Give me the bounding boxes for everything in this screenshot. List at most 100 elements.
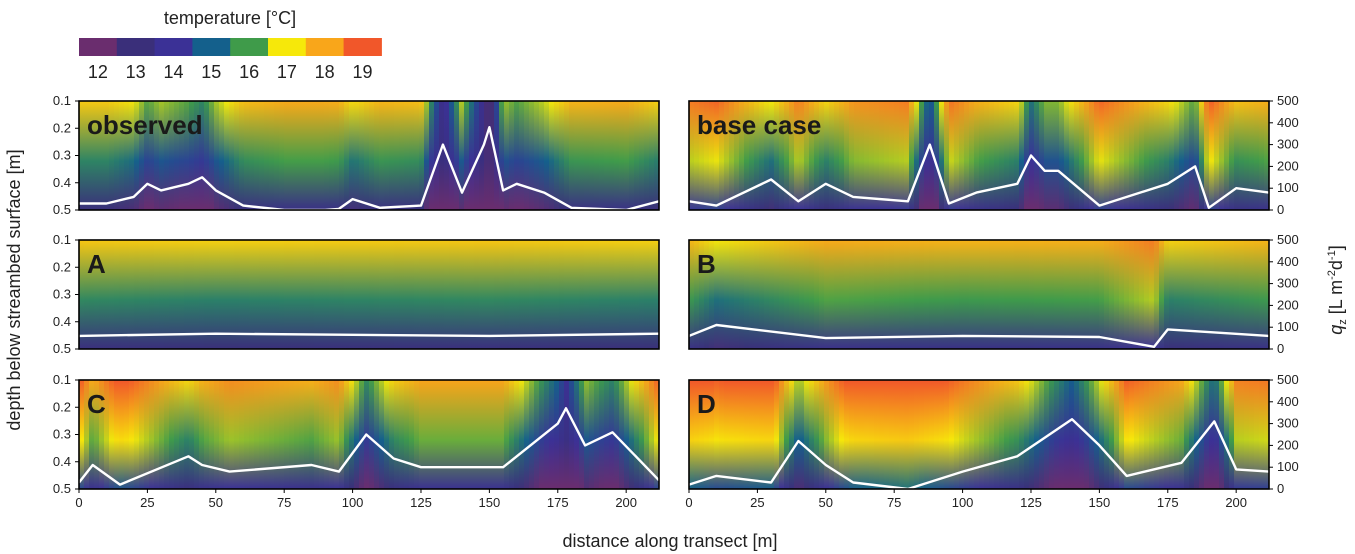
heatmap-cell xyxy=(1244,240,1250,349)
heatmap-cell xyxy=(1084,101,1090,210)
heatmap-cell xyxy=(194,240,200,349)
heatmap-cell xyxy=(1259,380,1265,489)
heatmap-cell xyxy=(109,240,115,349)
heatmap-cell xyxy=(1064,240,1070,349)
heatmap-cell xyxy=(1029,380,1035,489)
heatmap-cell xyxy=(894,380,900,489)
heatmap-cell xyxy=(1064,101,1070,210)
heatmap-cell xyxy=(814,380,820,489)
heatmap-cell xyxy=(1129,380,1135,489)
heatmap-cell xyxy=(969,101,975,210)
heatmap-cell xyxy=(124,380,130,489)
heatmap-cell xyxy=(79,240,85,349)
heatmap-cell xyxy=(1074,240,1080,349)
heatmap-cell xyxy=(834,380,840,489)
heatmap-cell xyxy=(649,380,655,489)
heatmap-cell xyxy=(1104,240,1110,349)
heatmap-cell xyxy=(939,101,945,210)
heatmap-cell xyxy=(739,101,745,210)
colorbar-tick-label: 19 xyxy=(352,62,372,82)
heatmap-cell xyxy=(974,380,980,489)
heatmap-cell xyxy=(294,101,300,210)
heatmap-cell xyxy=(1144,101,1150,210)
heatmap-cell xyxy=(79,380,85,489)
heatmap-cell xyxy=(1024,101,1030,210)
colorbar-title: temperature [°C] xyxy=(164,8,296,28)
heatmap-cell xyxy=(794,380,800,489)
heatmap-cell xyxy=(379,380,385,489)
heatmap-cell xyxy=(724,380,730,489)
heatmap-cell xyxy=(104,101,110,210)
heatmap-cell xyxy=(1009,380,1015,489)
heatmap-cell xyxy=(759,380,765,489)
heatmap-cell xyxy=(1009,101,1015,210)
heatmap-cell xyxy=(99,380,105,489)
heatmap-cell xyxy=(1189,240,1195,349)
heatmap-cell xyxy=(1134,101,1140,210)
heatmap-cell xyxy=(524,240,530,349)
heatmap-cell xyxy=(544,380,550,489)
heatmap-cell xyxy=(759,101,765,210)
heatmap-cell xyxy=(994,240,1000,349)
heatmap-cell xyxy=(1164,380,1170,489)
heatmap-cell xyxy=(984,240,990,349)
heatmap-cell xyxy=(1234,101,1240,210)
heatmap-cell xyxy=(929,101,935,210)
heatmap-cell xyxy=(649,240,655,349)
heatmap-cell xyxy=(509,380,515,489)
heatmap-cell xyxy=(839,380,845,489)
colorbar-tick-label: 17 xyxy=(277,62,297,82)
heatmap-cell xyxy=(969,240,975,349)
x-tick-label: 0 xyxy=(685,495,692,510)
heatmap-cell xyxy=(204,101,210,210)
y-tick-label: 0.2 xyxy=(53,120,71,135)
colorbar-tick-label: 13 xyxy=(126,62,146,82)
heatmap-cell xyxy=(754,101,760,210)
heatmap-cell xyxy=(789,380,795,489)
heatmap-cell xyxy=(84,101,90,210)
heatmap-cell xyxy=(134,240,140,349)
heatmap-cell xyxy=(184,380,190,489)
heatmap-cell xyxy=(294,240,300,349)
panel-a: A 0.1 0.2 0.3 0.4 0.5 xyxy=(53,232,660,356)
heatmap-cell xyxy=(1094,101,1100,210)
x-tick-label: 150 xyxy=(479,495,501,510)
heatmap-cell xyxy=(839,101,845,210)
heatmap-cell xyxy=(714,380,720,489)
heatmap-cell xyxy=(299,240,305,349)
heatmap-cell xyxy=(609,240,615,349)
heatmap-cell xyxy=(329,380,335,489)
heatmap xyxy=(689,240,1269,349)
heatmap-cell xyxy=(224,240,230,349)
heatmap-cell xyxy=(989,380,995,489)
heatmap-cell xyxy=(734,380,740,489)
heatmap-cell xyxy=(554,101,560,210)
heatmap-cell xyxy=(884,101,890,210)
heatmap-cell xyxy=(1179,101,1185,210)
panel-observed: observed 0.1 0.2 0.3 0.4 0.5 xyxy=(53,93,660,217)
heatmap-cell xyxy=(479,380,485,489)
x-tick-label: 75 xyxy=(887,495,901,510)
heatmap-cell xyxy=(429,240,435,349)
heatmap-cell xyxy=(254,380,260,489)
heatmap-cell xyxy=(904,101,910,210)
heatmap-cell xyxy=(449,240,455,349)
heatmap-cell xyxy=(1234,380,1240,489)
heatmap-cell xyxy=(1239,101,1245,210)
heatmap-cell xyxy=(1104,380,1110,489)
heatmap-cell xyxy=(1214,101,1220,210)
flux-tick-label: 500 xyxy=(1277,232,1299,247)
heatmap-cell xyxy=(624,380,630,489)
heatmap-cell xyxy=(894,101,900,210)
flux-tick-label: 200 xyxy=(1277,437,1299,452)
heatmap-cell xyxy=(1254,380,1260,489)
heatmap-cell xyxy=(1039,380,1045,489)
heatmap-cell xyxy=(429,101,435,210)
heatmap-cell xyxy=(754,240,760,349)
heatmap-cell xyxy=(159,240,165,349)
heatmap-cell xyxy=(1204,380,1210,489)
heatmap-cell xyxy=(1159,240,1165,349)
heatmap-cell xyxy=(694,380,700,489)
heatmap-cell xyxy=(189,380,195,489)
heatmap-cell xyxy=(909,240,915,349)
